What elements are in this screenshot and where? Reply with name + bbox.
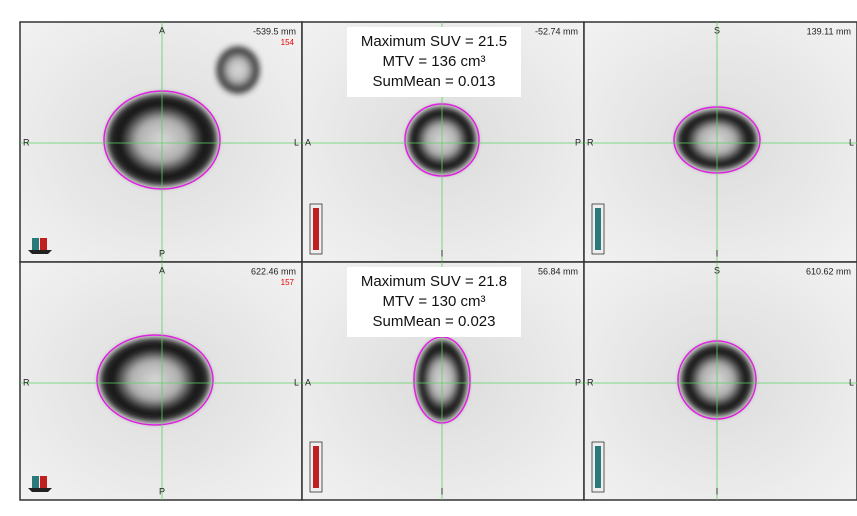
orientation-top: S (714, 25, 720, 35)
orientation-top: S (714, 265, 720, 275)
uptake-region (216, 46, 260, 94)
orientation-bottom: P (159, 248, 165, 258)
orientation-right: L (294, 377, 299, 387)
slice-position: 56.84 mm (538, 266, 578, 276)
orientation-icon (28, 488, 52, 492)
orientation-right: L (294, 137, 299, 147)
uptake-region (100, 338, 210, 422)
orientation-icon (32, 238, 39, 250)
measurement-box (347, 27, 521, 97)
orientation-left: R (587, 137, 594, 147)
orientation-right: L (849, 137, 854, 147)
orientation-right: P (575, 377, 581, 387)
orientation-icon (40, 476, 47, 488)
orientation-bottom: I (441, 486, 444, 496)
orientation-icon (313, 446, 319, 488)
slice-position: -539.5 mm (253, 26, 296, 36)
image-panel: A P R L -539.5 mm 154 (19, 21, 303, 263)
orientation-bottom: I (716, 486, 719, 496)
orientation-left: R (587, 377, 594, 387)
slice-position: 610.62 mm (806, 266, 851, 276)
orientation-right: P (575, 137, 581, 147)
orientation-icon (32, 476, 39, 488)
orientation-icon (595, 446, 601, 488)
orientation-icon (28, 250, 52, 254)
orientation-left: R (23, 137, 30, 147)
orientation-bottom: I (716, 248, 719, 258)
measurement-text: MTV = 136 cm³ (383, 53, 486, 70)
orientation-bottom: I (441, 248, 444, 258)
orientation-left: A (305, 137, 311, 147)
measurement-text: SumMean = 0.013 (373, 73, 496, 90)
slice-position: -52.74 mm (535, 26, 578, 36)
measurement-text: MTV = 130 cm³ (383, 293, 486, 310)
slice-position: 622.46 mm (251, 266, 296, 276)
measurement-text: Maximum SUV = 21.5 (361, 33, 507, 50)
orientation-top: A (159, 25, 165, 35)
tumor-contour (96, 334, 214, 426)
image-panel: A P R L 622.46 mm 157 (19, 261, 303, 501)
orientation-top: A (159, 265, 165, 275)
orientation-right: L (849, 377, 854, 387)
slice-position: 139.11 mm (807, 26, 851, 36)
orientation-left: R (23, 377, 30, 387)
orientation-icon (595, 208, 601, 250)
orientation-icon (40, 238, 47, 250)
measurement-text: SumMean = 0.023 (373, 313, 496, 330)
image-panel: S I R L 610.62 mm (583, 261, 857, 501)
measurement-box (347, 267, 521, 337)
orientation-icon (313, 208, 319, 250)
orientation-left: A (305, 377, 311, 387)
image-panel: S I R L 139.11 mm (583, 21, 857, 263)
slice-number: 154 (281, 38, 295, 47)
measurement-text: Maximum SUV = 21.8 (361, 273, 507, 290)
slice-number: 157 (281, 278, 295, 287)
orientation-bottom: P (159, 486, 165, 496)
